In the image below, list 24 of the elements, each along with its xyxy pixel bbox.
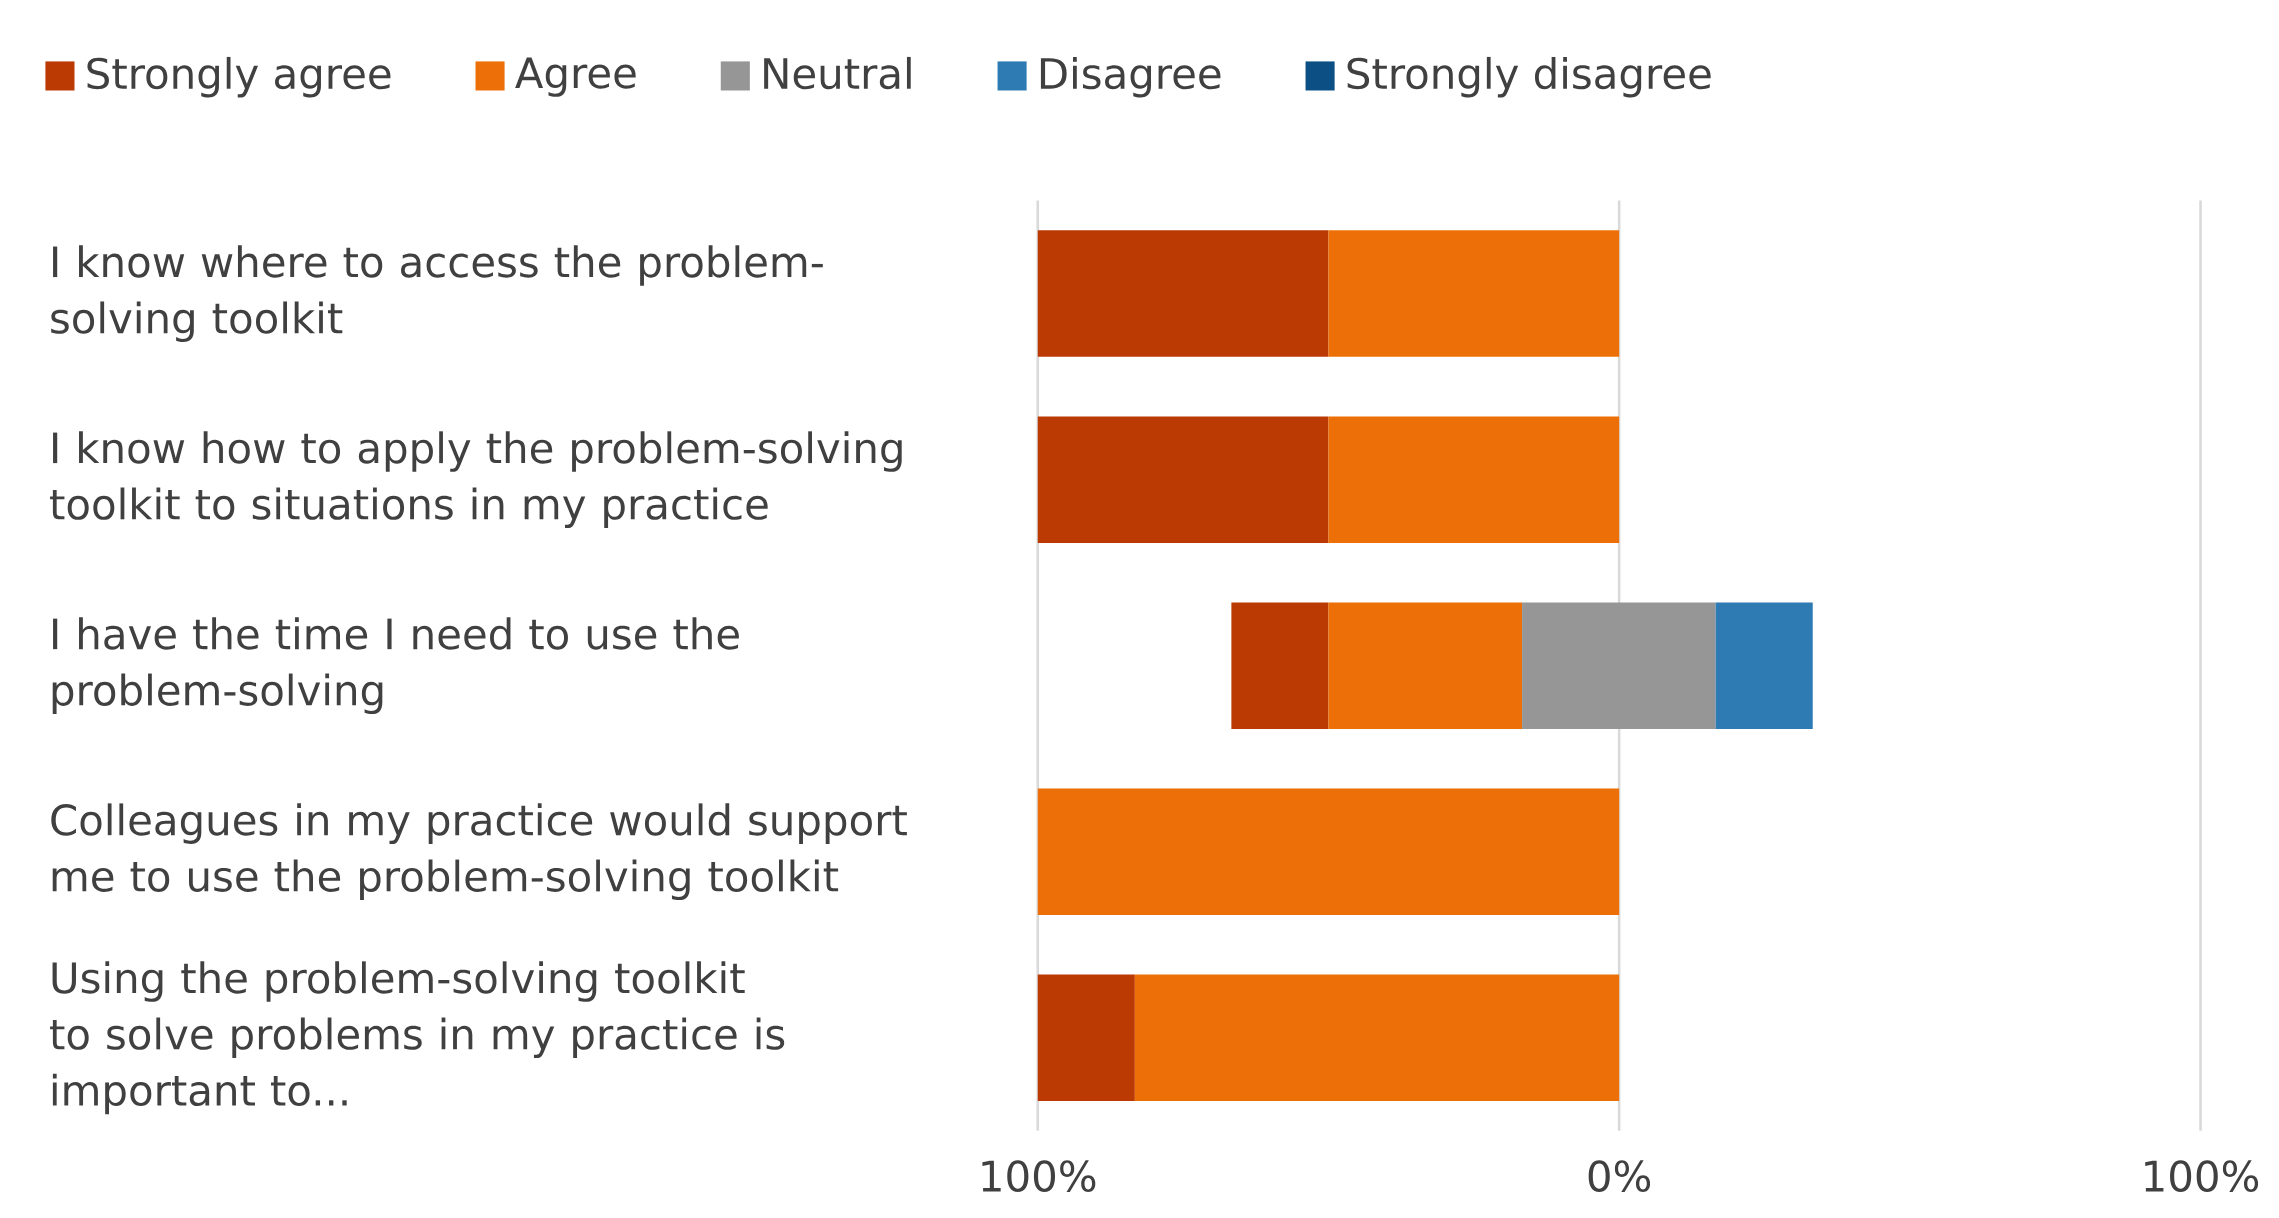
bar: [1037, 974, 1135, 1102]
y-tick-label: I have the time I need to use the problem-solving: [52, 617, 739, 715]
legend-label: Disagree: [1040, 56, 1221, 98]
legend-label: Agree: [515, 57, 636, 97]
y-tick-label: Colleagues in my practice would support me to use the problem-solving toolkit: [51, 803, 907, 901]
y-tick-label: I know where to access the problem-solving toolkit: [51, 245, 823, 343]
bar: [1715, 602, 1813, 729]
bar: [1037, 788, 1620, 915]
bar: [1134, 974, 1620, 1102]
bar: [1037, 416, 1329, 543]
legend-label: Strongly disagree: [1347, 56, 1711, 98]
bar: [1328, 416, 1620, 543]
legend-label: Strongly agree: [87, 56, 391, 98]
bar: [1522, 602, 1716, 729]
x-tick-label: 0%: [1588, 1160, 1651, 1192]
bar: [1328, 602, 1523, 729]
x-tick-label: 100%: [2145, 1160, 2259, 1192]
y-tick-label: Using the problem-solving toolkit to solve problems in my practice is important to...: [50, 961, 785, 1115]
bar: [1328, 230, 1620, 357]
x-tick-label: 100%: [982, 1160, 1096, 1192]
bar: [1037, 230, 1329, 357]
bar: [1231, 602, 1329, 729]
y-tick-label: I know how to apply the problem-solving toolkit to situations in my practice: [50, 431, 902, 529]
legend-label: Neutral: [764, 56, 911, 90]
